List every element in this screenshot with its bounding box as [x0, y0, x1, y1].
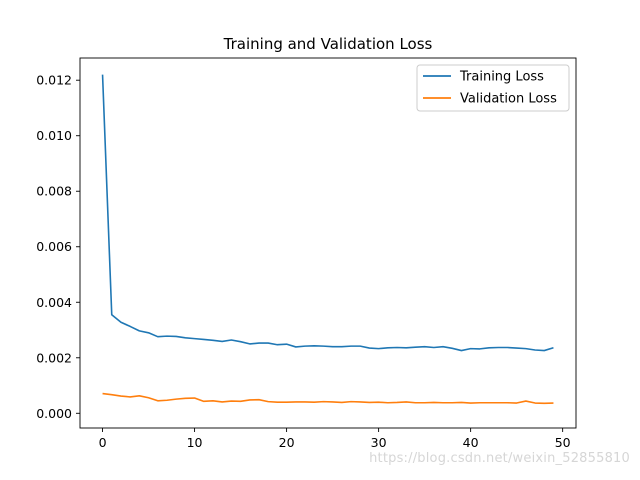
chart-title: Training and Validation Loss [223, 35, 433, 53]
legend-box [416, 64, 570, 112]
y-tick-label: 0.012 [36, 73, 72, 88]
watermark: https://blog.csdn.net/weixin_52855810 [369, 451, 630, 466]
series-line-training-loss [101, 74, 554, 352]
y-tick-label: 0.006 [36, 239, 72, 254]
legend: Training Loss Validation Loss [416, 64, 570, 112]
x-tick-label: 30 [371, 435, 387, 450]
x-tick-label: 20 [279, 435, 295, 450]
legend-label: Training Loss [459, 70, 544, 85]
axes-frame [79, 57, 577, 429]
y-tick-label: 0.002 [36, 350, 72, 365]
plot-area [101, 74, 554, 405]
x-tick-label: 0 [99, 435, 107, 450]
x-tick-label: 40 [463, 435, 479, 450]
y-tick-label: 0.010 [36, 128, 72, 143]
y-tick-label: 0.000 [36, 406, 72, 421]
x-tick-label: 50 [555, 435, 571, 450]
x-tick-label: 10 [187, 435, 203, 450]
axes: 0 10 20 30 40 50 0.000 0.002 0.004 0.006 0.008 0.01… [36, 57, 577, 450]
y-tick-label: 0.008 [36, 184, 72, 199]
y-tick-label: 0.004 [36, 295, 72, 310]
legend-label: Validation Loss [460, 92, 557, 107]
series-line-validation-loss [102, 392, 554, 405]
